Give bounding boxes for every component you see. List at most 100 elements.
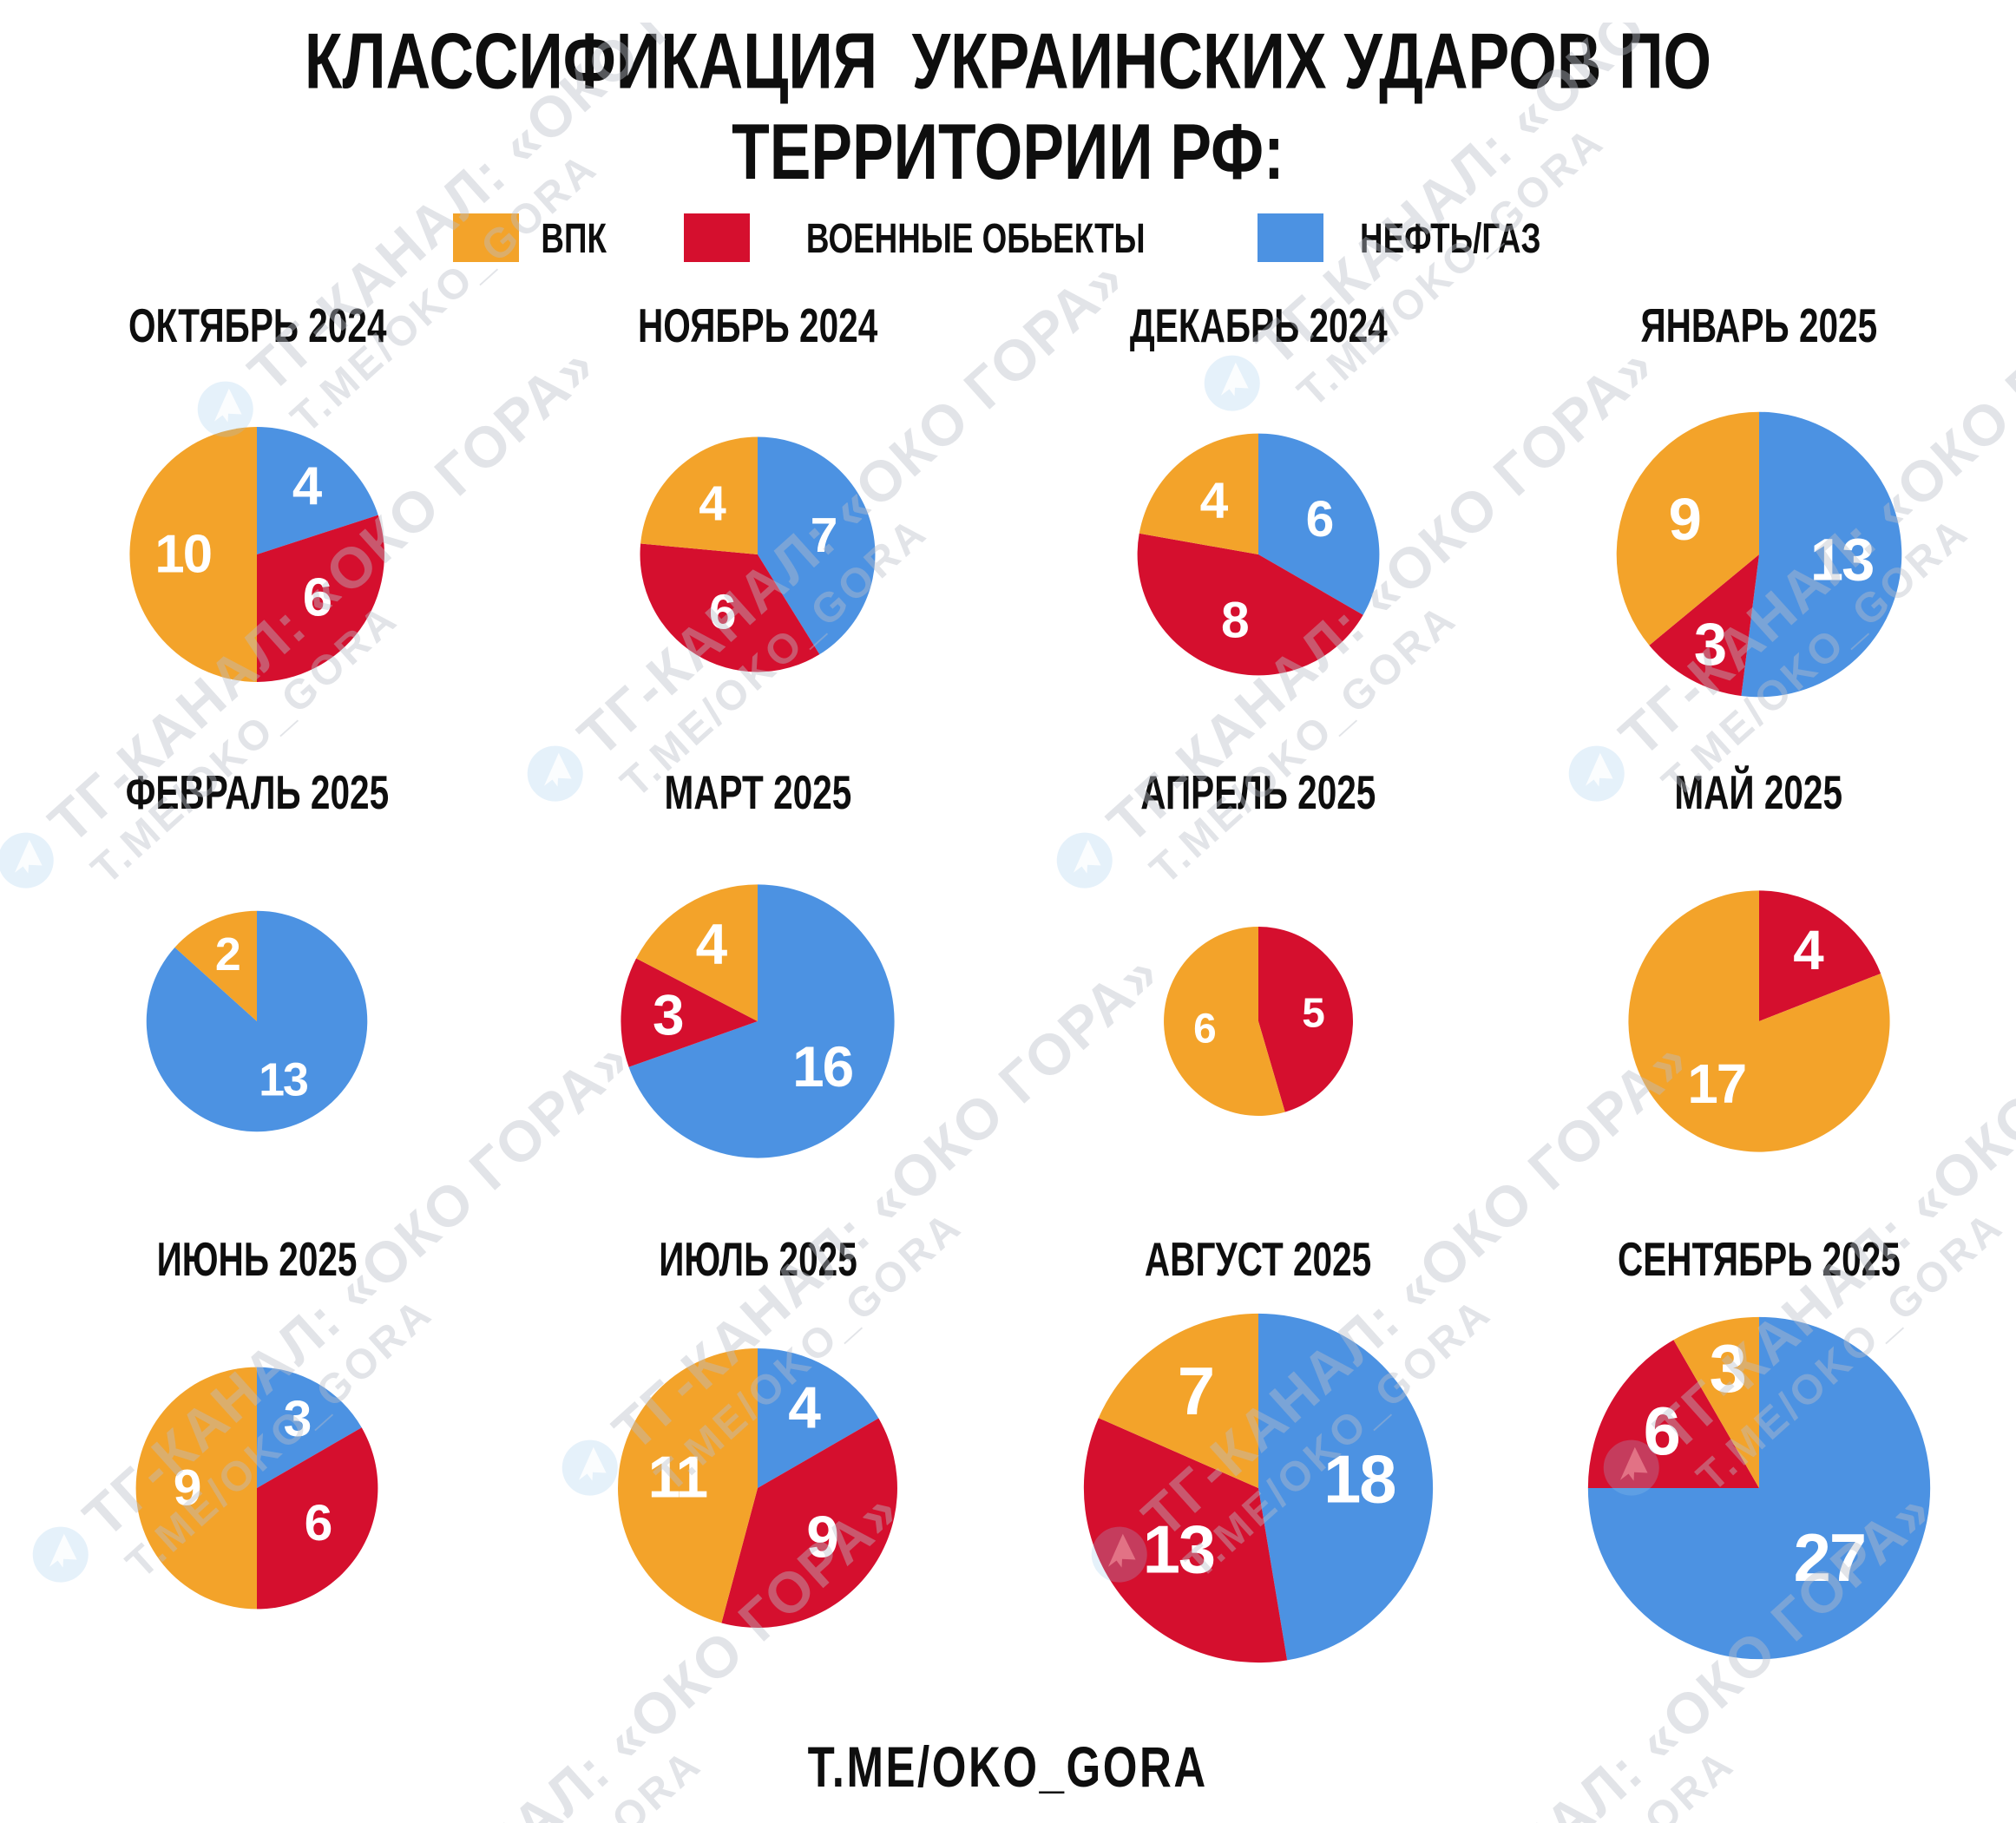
pie-slice-military: [1649, 554, 1759, 696]
pie-slice-military: [721, 1418, 898, 1628]
slice-value-label: 3: [284, 1391, 311, 1447]
month-title: ОКТЯБРЬ 2024: [128, 299, 387, 353]
pie-slice-vpk: [1139, 433, 1258, 554]
chart-cell: АВГУСТ 2025 18 13 7: [1008, 1222, 1509, 1689]
slice-value-label: 4: [1200, 473, 1229, 529]
slice-value-label: 17: [1687, 1052, 1745, 1115]
month-title: АВГУСТ 2025: [1145, 1233, 1372, 1287]
chart-cell: НОЯБРЬ 2024 7 6 4: [508, 288, 1008, 755]
pie-slice-military: [1587, 1340, 1759, 1488]
pie-slice-vpk: [1163, 927, 1285, 1116]
pie-slice-oil: [758, 1348, 879, 1488]
pie-chart: 4 9 11: [618, 1348, 898, 1628]
pie-chart: 18 13 7: [1083, 1313, 1433, 1663]
month-title: МАРТ 2025: [664, 766, 852, 820]
slice-value-label: 4: [696, 913, 728, 976]
chart-cell: МАЙ 2025 4 17: [1508, 755, 2009, 1222]
chart-cell: ОКТЯБРЬ 2024 4 6 10: [7, 288, 508, 755]
legend-label-oil: НЕФТЬ/ГАЗ: [1359, 213, 1541, 262]
slice-value-label: 11: [648, 1445, 707, 1510]
legend-item-oil: НЕФТЬ/ГАЗ: [1257, 213, 1564, 262]
pie-chart: 4 6 10: [129, 427, 385, 682]
slice-value-label: 4: [1793, 919, 1824, 981]
pie-chart: 3 6 9: [135, 1367, 378, 1610]
legend-swatch-military: [684, 213, 751, 262]
legend-item-vpk: ВПК: [452, 213, 614, 262]
slice-value-label: 6: [1193, 1006, 1215, 1052]
pie-slice-vpk: [135, 1367, 258, 1610]
slice-value-label: 6: [1306, 491, 1333, 548]
pie-slice-vpk: [618, 1348, 758, 1623]
chart-cell: ИЮЛЬ 2025 4 9 11: [508, 1222, 1008, 1689]
footer: T.ME/OKO_GORA: [0, 1734, 2016, 1800]
slice-value-label: 4: [788, 1375, 821, 1440]
pie-slice-oil: [257, 427, 379, 554]
pie-slice-military: [1083, 1418, 1287, 1663]
slice-value-label: 13: [259, 1053, 308, 1105]
pie-slice-vpk: [174, 910, 258, 1021]
pie-slice-oil: [147, 910, 368, 1132]
chart-cell: ФЕВРАЛЬ 2025 13 2: [7, 755, 508, 1222]
month-title: ИЮНЬ 2025: [156, 1233, 358, 1287]
pie-chart: 13 2: [147, 910, 368, 1132]
pie-slice-military: [621, 958, 758, 1067]
slice-value-label: 2: [215, 928, 240, 980]
charts-grid: ОКТЯБРЬ 2024 4 6 10 НОЯБРЬ 2024 7 6 4 ДЕКАБРЬ 20…: [0, 288, 2016, 1689]
pie-chart: 13 3 9: [1616, 411, 1901, 698]
pie-slice-military: [1137, 533, 1363, 676]
pie-slice-oil: [257, 1367, 363, 1488]
slice-value-label: 7: [1178, 1354, 1213, 1429]
pie-slice-oil: [758, 436, 876, 655]
chart-cell: СЕНТЯБРЬ 2025 27 6 3: [1508, 1222, 2009, 1689]
pie-slice-military: [257, 1427, 378, 1610]
slice-value-label: 5: [1302, 991, 1324, 1037]
slice-value-label: 10: [155, 525, 212, 585]
pie-chart: 27 63: [1587, 1316, 1930, 1660]
pie-slice-vpk: [129, 427, 258, 682]
pie-slice-vpk: [1673, 1316, 1759, 1488]
pie-chart: 4 17: [1628, 890, 1890, 1152]
slice-value-label: 9: [174, 1460, 200, 1517]
slice-value-label: 18: [1323, 1442, 1395, 1517]
slice-value-label: 9: [1668, 486, 1699, 553]
slice-value-label: 3: [1694, 611, 1725, 678]
month-title: НОЯБРЬ 2024: [637, 299, 878, 353]
header: КЛАССИФИКАЦИЯ УКРАИНСКИХ УДАРОВ ПО ТЕРРИ…: [0, 16, 2016, 262]
pie-chart: 6 8 4: [1137, 433, 1380, 676]
pie-slice-vpk: [636, 884, 758, 1021]
month-title: ФЕВРАЛЬ 2025: [125, 766, 390, 820]
pie-slice-military: [257, 515, 385, 682]
slice-value-label: 4: [699, 476, 726, 531]
pie-slice-military: [1758, 890, 1881, 1021]
pie-slice-vpk: [1616, 411, 1759, 646]
slice-value-label: 16: [792, 1035, 853, 1098]
chart-cell: МАРТ 2025 16 3 4: [508, 755, 1008, 1222]
month-title: ИЮЛЬ 2025: [658, 1233, 857, 1287]
footer-link[interactable]: T.ME/OKO_GORA: [807, 1734, 1209, 1800]
pie-slice-oil: [1258, 1313, 1433, 1661]
month-title: МАЙ 2025: [1674, 766, 1843, 820]
pie-slice-vpk: [1628, 890, 1890, 1152]
slice-value-label: 13: [1143, 1513, 1214, 1588]
pie-slice-vpk: [640, 436, 758, 554]
legend-swatch-vpk: [452, 213, 519, 262]
slice-value-label: 7: [811, 508, 837, 563]
slice-value-label: 3: [1709, 1332, 1744, 1407]
slice-value-label: 4: [292, 456, 322, 516]
month-title: ДЕКАБРЬ 2024: [1129, 299, 1388, 353]
legend: ВПК ВОЕННЫЕ ОБЬЕКТЫ НЕФТЬ/ГАЗ: [0, 213, 2016, 262]
pie-slice-oil: [1741, 411, 1901, 698]
pie-slice-oil: [1258, 433, 1380, 615]
pie-chart: 56: [1163, 927, 1353, 1116]
pie-slice-military: [1258, 927, 1353, 1112]
pie-chart: 7 6 4: [640, 436, 876, 672]
pie-slice-oil: [1587, 1316, 1930, 1660]
chart-cell: ДЕКАБРЬ 2024 6 8 4: [1008, 288, 1509, 755]
slice-value-label: 6: [1643, 1394, 1678, 1469]
pie-slice-military: [640, 543, 820, 672]
pie-slice-vpk: [1098, 1313, 1258, 1488]
legend-label-military: ВОЕННЫЕ ОБЬЕКТЫ: [806, 213, 1146, 262]
slice-value-label: 6: [305, 1495, 332, 1551]
slice-value-label: 6: [709, 585, 735, 639]
